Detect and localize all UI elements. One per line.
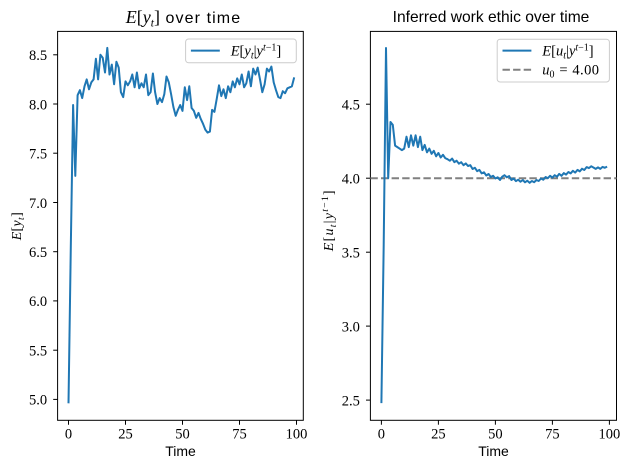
svg-text:E[yt] over time: E[yt] over time [125, 7, 241, 30]
svg-text:7.0: 7.0 [29, 196, 47, 212]
svg-text:E[ut|yt−1]: E[ut|yt−1] [541, 43, 593, 62]
svg-text:100: 100 [599, 426, 621, 442]
svg-text:Time: Time [478, 443, 509, 459]
svg-text:25: 25 [118, 426, 133, 442]
svg-text:75: 75 [232, 426, 247, 442]
svg-text:2.5: 2.5 [342, 393, 360, 409]
svg-text:5.0: 5.0 [29, 393, 47, 409]
svg-text:u0 = 4.00: u0 = 4.00 [542, 63, 599, 81]
svg-text:8.5: 8.5 [29, 48, 47, 64]
svg-text:50: 50 [175, 426, 190, 442]
svg-text:Time: Time [165, 443, 196, 459]
svg-text:25: 25 [431, 426, 446, 442]
svg-text:4.5: 4.5 [342, 98, 360, 114]
svg-text:3.0: 3.0 [342, 319, 360, 335]
svg-text:75: 75 [545, 426, 560, 442]
svg-text:6.5: 6.5 [29, 245, 47, 261]
svg-text:5.5: 5.5 [29, 344, 47, 360]
svg-text:0: 0 [378, 426, 385, 442]
svg-text:8.0: 8.0 [29, 97, 47, 113]
svg-text:50: 50 [488, 426, 503, 442]
svg-text:E[ut|yt−1]: E[ut|yt−1] [320, 189, 339, 252]
svg-text:0: 0 [65, 426, 72, 442]
svg-text:4.0: 4.0 [342, 172, 360, 188]
svg-text:6.0: 6.0 [29, 294, 47, 310]
svg-text:100: 100 [286, 426, 308, 442]
svg-text:E[yt]: E[yt] [9, 212, 27, 241]
svg-text:E[yt|yt−1]: E[yt|yt−1] [230, 43, 282, 62]
svg-text:Inferred work ethic over time: Inferred work ethic over time [393, 9, 590, 26]
svg-text:7.5: 7.5 [29, 147, 47, 163]
svg-text:3.5: 3.5 [342, 246, 360, 262]
